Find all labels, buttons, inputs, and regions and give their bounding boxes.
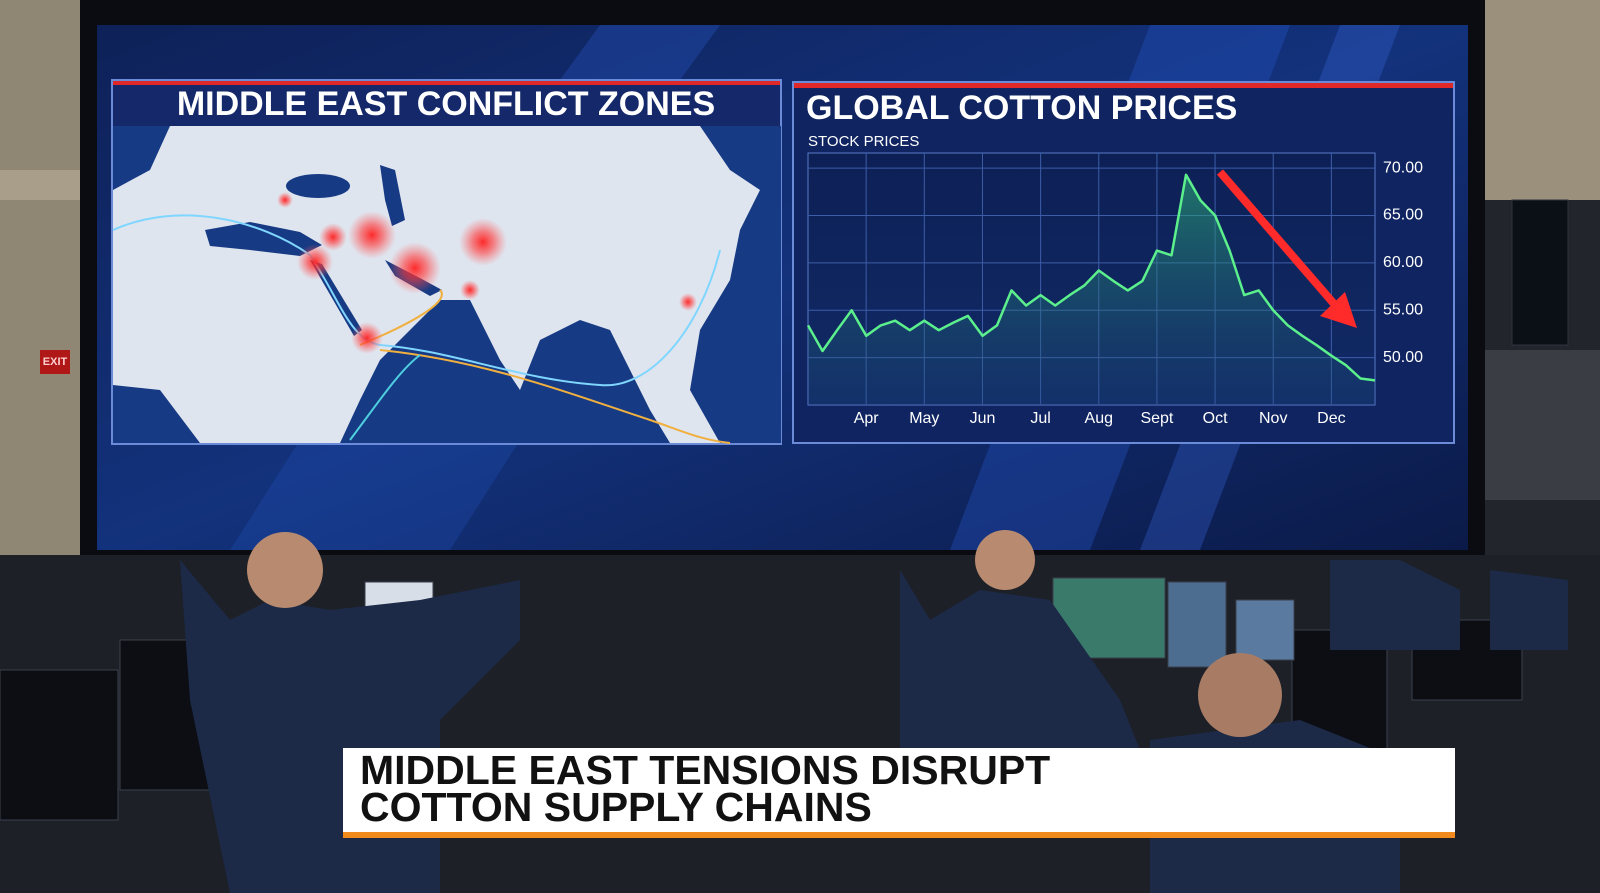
x-tick-label: Sept [1140, 410, 1173, 427]
monitor [1235, 599, 1295, 661]
y-tick-label: 65.00 [1383, 207, 1423, 224]
conflict-marker [459, 218, 507, 266]
y-tick-label: 60.00 [1383, 254, 1423, 271]
x-tick-label: Nov [1259, 410, 1287, 427]
x-tick-label: Apr [854, 410, 880, 427]
sea [205, 222, 322, 256]
stripe [560, 25, 720, 80]
trader-head [1198, 653, 1282, 737]
x-tick-label: Oct [1203, 410, 1228, 427]
trader [1490, 570, 1568, 650]
chart-subtitle: STOCK PRICES [808, 133, 919, 150]
conflict-marker [679, 293, 697, 311]
monitor [1167, 581, 1227, 668]
map-title: MIDDLE EAST CONFLICT ZONES [177, 85, 715, 123]
headline-line: COTTON SUPPLY CHAINS [360, 784, 872, 830]
line-area [808, 174, 1375, 405]
conflict-markers [277, 192, 697, 354]
sea [286, 174, 350, 198]
chart-title-accent [794, 83, 1453, 88]
x-tick-label: Dec [1317, 410, 1345, 427]
x-tick-label: Aug [1085, 410, 1113, 427]
map-title-accent [113, 81, 780, 85]
trader-head [247, 532, 323, 608]
conflict-marker [460, 280, 480, 300]
route [349, 354, 421, 441]
right-wall [1485, 350, 1600, 500]
sea [113, 385, 200, 443]
y-tick-label: 70.00 [1383, 159, 1423, 176]
x-tick-label: Jun [970, 410, 996, 427]
conflict-marker [351, 322, 383, 354]
trader [1330, 560, 1460, 650]
y-tick-label: 50.00 [1383, 349, 1423, 366]
trend-arrow-head [1320, 292, 1357, 328]
conflict-marker [277, 192, 293, 208]
headline-box [343, 748, 1455, 832]
pillar-molding [0, 170, 80, 200]
conflict-marker [297, 244, 333, 280]
headline-line: MIDDLE EAST TENSIONS DISRUPT [360, 747, 1050, 793]
x-tick-label: May [909, 410, 939, 427]
exit-sign: EXIT [43, 356, 68, 368]
chart-layer: 50.00 55.00 60.00 65.00 70.00 Apr May Jun Jul Aug… [806, 153, 1423, 427]
route [112, 214, 721, 387]
y-tick-label: 55.00 [1383, 301, 1423, 318]
headline-accent [343, 832, 1455, 838]
conflict-marker [389, 242, 441, 294]
ticker-screen [1511, 199, 1569, 346]
trader [900, 570, 1140, 750]
x-tick-label: Jul [1030, 410, 1050, 427]
exit-sign-box [40, 350, 70, 374]
price-line [806, 173, 1376, 382]
chart-title: GLOBAL COTTON PRICES [806, 89, 1237, 127]
conflict-marker [348, 211, 396, 259]
sea [113, 126, 170, 190]
map-title-bar [113, 81, 780, 126]
trader-head [975, 530, 1035, 590]
right-pillar [1485, 0, 1600, 200]
monitor [0, 669, 119, 821]
trend-arrow-shaft [1216, 169, 1339, 308]
sea [340, 300, 670, 443]
conflict-marker [319, 223, 347, 251]
left-pillar [0, 0, 80, 620]
stripe [230, 440, 520, 550]
sea [690, 126, 781, 443]
sea [380, 165, 405, 226]
trend-arrow [1216, 169, 1357, 328]
